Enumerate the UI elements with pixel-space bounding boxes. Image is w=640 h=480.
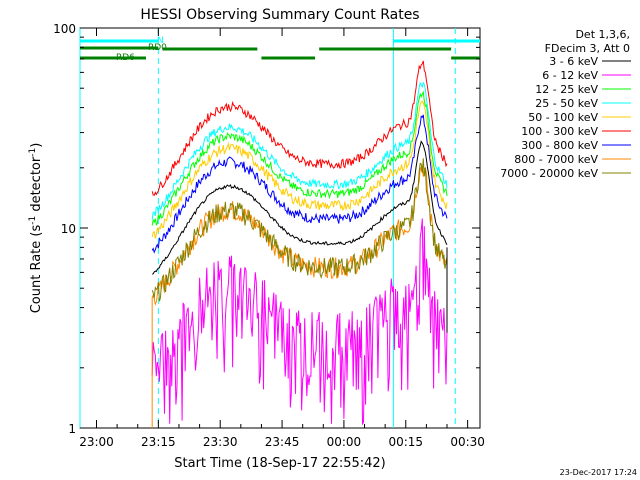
x-axis-label: Start Time (18-Sep-17 22:55:42) (174, 456, 385, 471)
series-line-5 (151, 60, 448, 197)
legend-label-5: 100 - 300 keV (521, 125, 598, 138)
x-tick-label-1: 23:15 (141, 435, 176, 449)
series-line-4 (151, 100, 448, 239)
series-line-2 (151, 90, 448, 226)
legend-label-1: 6 - 12 keV (542, 69, 598, 82)
x-tick-label-0: 23:00 (79, 435, 114, 449)
x-tick-label-2: 23:30 (203, 435, 238, 449)
legend-label-4: 50 - 100 keV (528, 111, 598, 124)
x-tick-label-5: 00:15 (388, 435, 423, 449)
plot-frame (79, 27, 481, 429)
legend-header-line1: Det 1,3,6, (575, 28, 630, 41)
series-line-6 (151, 114, 448, 254)
legend-label-7: 800 - 7000 keV (514, 153, 598, 166)
legend-label-8: 7000 - 20000 keV (500, 167, 598, 180)
series-line-8 (151, 158, 448, 302)
y-axis-label: Count Rate (s-1 detector-1) (28, 143, 44, 314)
x-axis-ticks: 23:00 23:15 23:30 23:45 00:00 00:15 00:30 (79, 28, 485, 449)
y-axis-ticks: 100 10 1 (53, 22, 480, 436)
observing-flags (80, 39, 480, 60)
series-lines (151, 60, 448, 428)
legend-label-2: 12 - 25 keV (535, 83, 598, 96)
flag-label-rd0: RD0 (148, 43, 167, 53)
y-tick-label-1: 10 (61, 222, 76, 236)
series-line-1 (151, 218, 448, 426)
x-tick-label-4: 00:00 (327, 435, 362, 449)
y-tick-label-0: 100 (53, 22, 76, 36)
chart-title: HESSI Observing Summary Count Rates (140, 7, 419, 23)
legend-label-0: 3 - 6 keV (549, 55, 598, 68)
footer-date: 23-Dec-2017 17:24 (560, 468, 637, 477)
series-line-3 (151, 81, 448, 220)
legend-label-3: 25 - 50 keV (535, 97, 598, 110)
y-tick-label-2: 1 (68, 422, 76, 436)
legend-header-line2: FDecim 3, Att 0 (545, 42, 630, 55)
x-tick-label-6: 00:30 (450, 435, 485, 449)
flag-label-rd6: RD6 (116, 53, 135, 63)
series-line-7 (151, 165, 448, 306)
flag-label-n: N (157, 36, 164, 46)
x-tick-label-3: 23:45 (265, 435, 300, 449)
series-line-0 (151, 140, 448, 275)
legend-label-6: 300 - 800 keV (521, 139, 598, 152)
